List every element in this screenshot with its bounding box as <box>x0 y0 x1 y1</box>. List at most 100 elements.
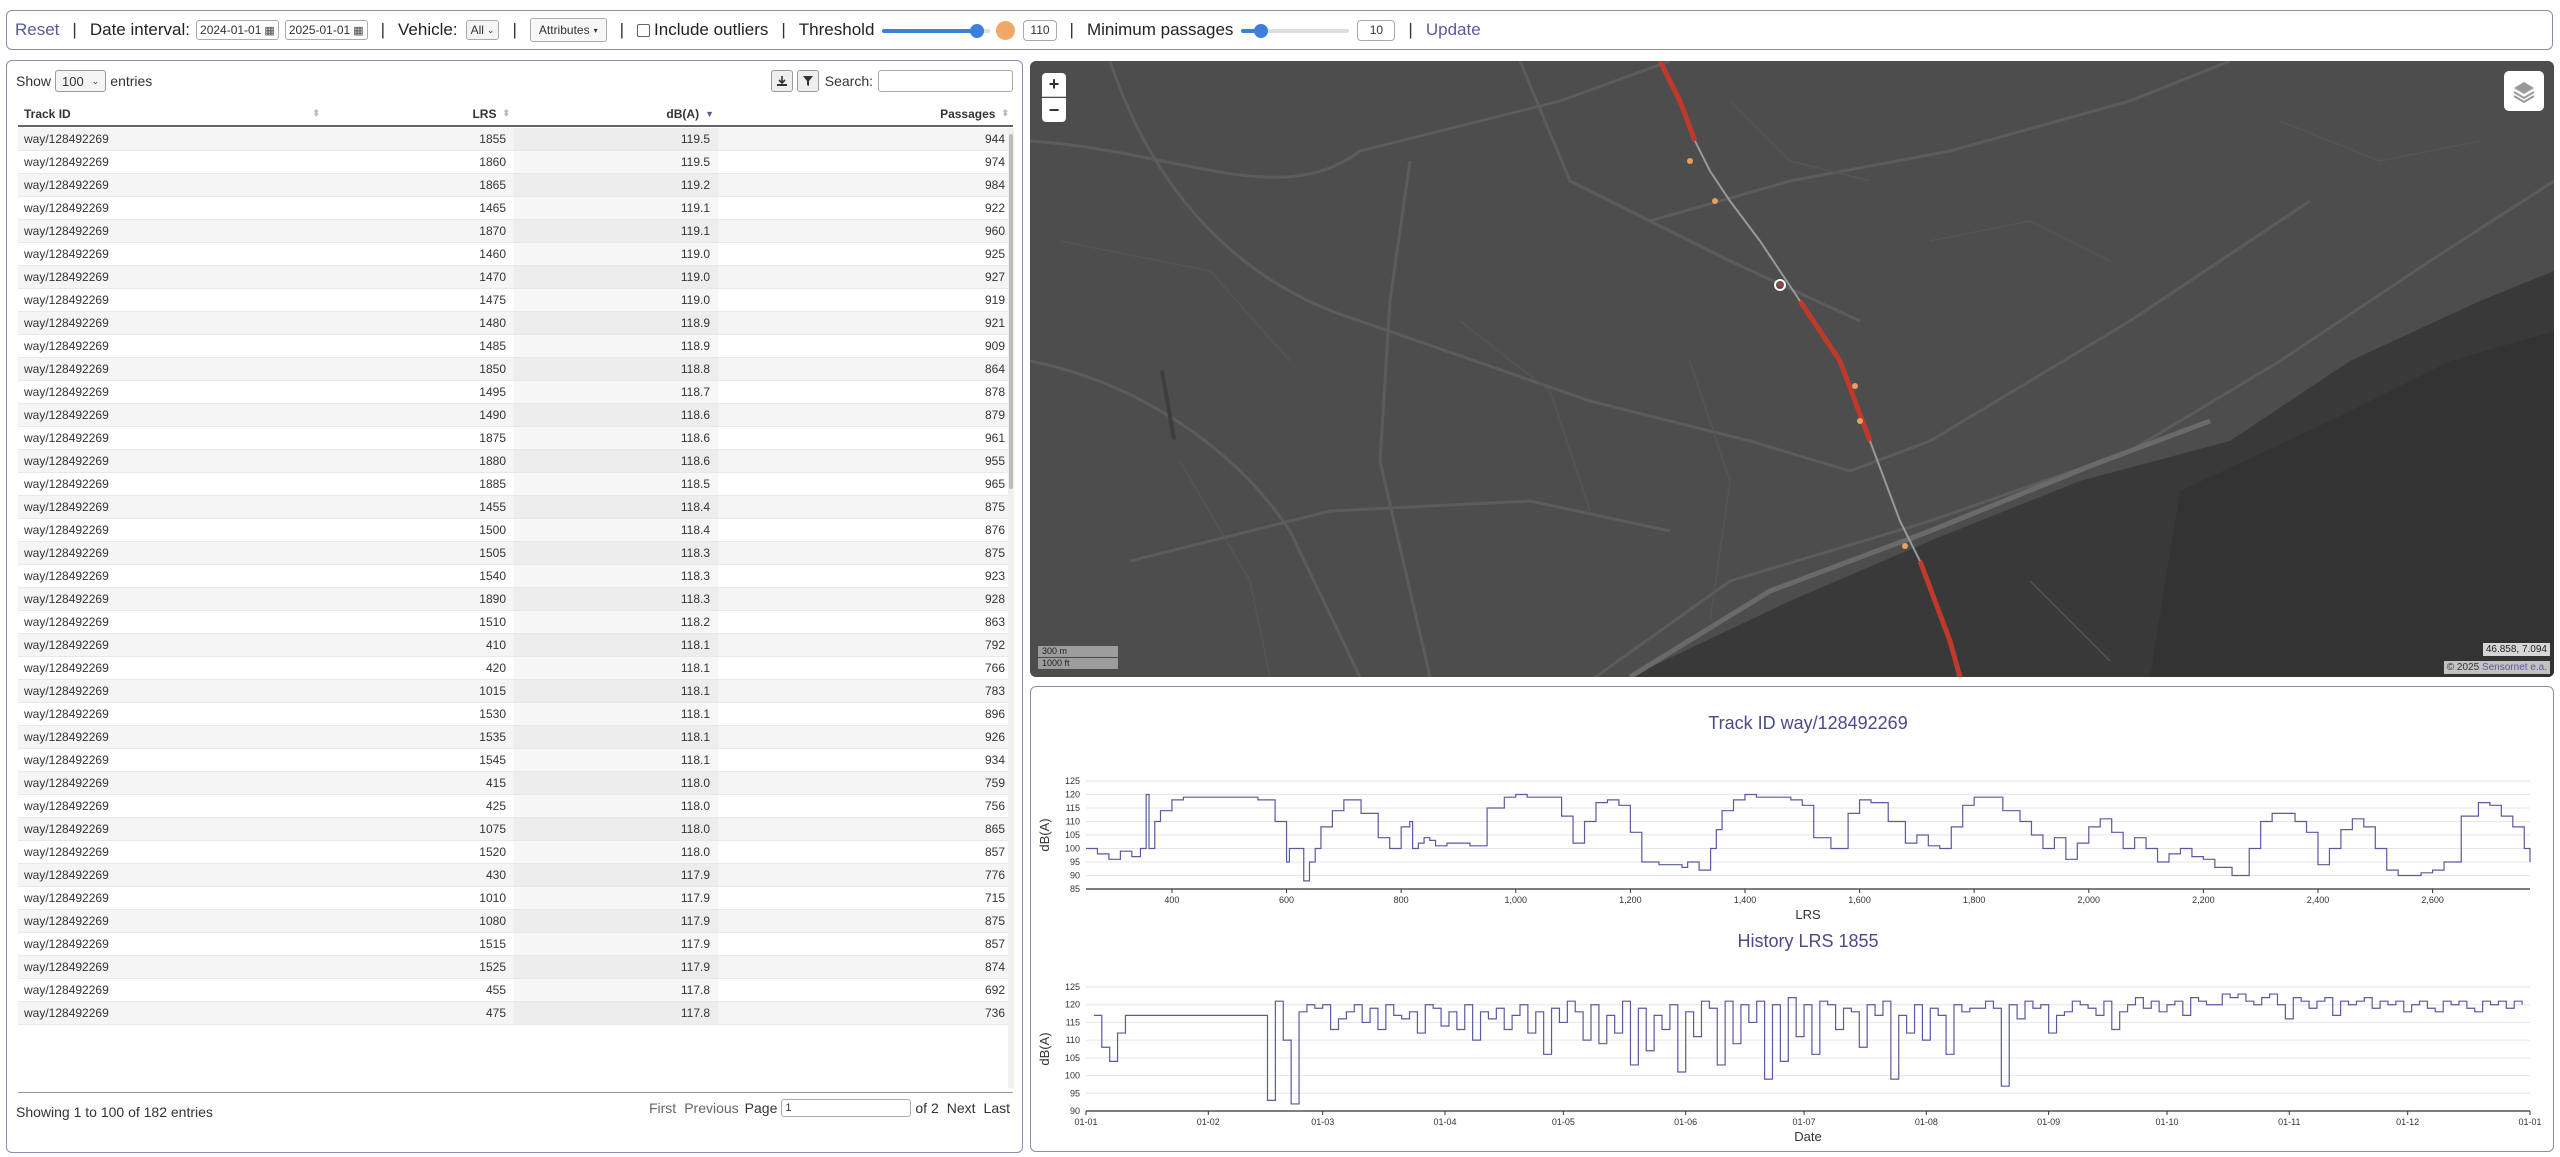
cell-lrs: 1540 <box>479 569 506 583</box>
table-row[interactable]: way/128492269 1480 118.9 921 <box>18 312 1013 335</box>
cell-passages: 766 <box>984 661 1005 675</box>
sort-icon: ⬍ <box>312 108 320 118</box>
table-row[interactable]: way/128492269 1470 119.0 927 <box>18 266 1013 289</box>
y-tick-label: 115 <box>1066 803 1080 813</box>
cell-passages: 876 <box>984 523 1005 537</box>
outliers-checkbox[interactable] <box>637 23 651 37</box>
previous-page-button[interactable]: Previous <box>684 1100 739 1116</box>
date-to-input[interactable]: 2025-01-01 ▦ <box>284 20 368 40</box>
table-row[interactable]: way/128492269 1465 119.1 922 <box>18 197 1013 220</box>
filter-button[interactable] <box>796 70 819 92</box>
page-input[interactable]: 1 <box>781 1099 912 1117</box>
track-marker[interactable] <box>1712 198 1718 204</box>
table-row[interactable]: way/128492269 1880 118.6 955 <box>18 450 1013 473</box>
table-row[interactable]: way/128492269 420 118.1 766 <box>18 657 1013 680</box>
table-row[interactable]: way/128492269 1080 117.9 875 <box>18 910 1013 933</box>
table-row[interactable]: way/128492269 1865 119.2 984 <box>18 174 1013 197</box>
table-row[interactable]: way/128492269 1535 118.1 926 <box>18 726 1013 749</box>
selected-point-marker[interactable] <box>1774 279 1786 291</box>
map-canvas[interactable] <box>1030 61 2554 677</box>
scale-bar: 300 m 1000 ft <box>1038 645 1118 669</box>
table-row[interactable]: way/128492269 1875 118.6 961 <box>18 427 1013 450</box>
slider-knob[interactable] <box>1253 24 1268 38</box>
cell-passages: 974 <box>984 155 1005 169</box>
table-row[interactable]: way/128492269 1545 118.1 934 <box>18 749 1013 772</box>
column-dba[interactable]: dB(A) ▼ <box>514 102 718 125</box>
slider-knob[interactable] <box>970 24 985 38</box>
table-row[interactable]: way/128492269 1075 118.0 865 <box>18 818 1013 841</box>
zoom-out-button[interactable]: − <box>1042 98 1066 122</box>
next-page-button[interactable]: Next <box>946 1100 976 1116</box>
date-from-input[interactable]: 2024-01-01 ▦ <box>196 20 279 40</box>
table-row[interactable]: way/128492269 1890 118.3 928 <box>18 588 1013 611</box>
track-marker[interactable] <box>1857 418 1863 424</box>
track-marker[interactable] <box>1902 543 1908 549</box>
calendar-icon[interactable]: ▦ <box>353 24 364 37</box>
table-row[interactable]: way/128492269 455 117.8 692 <box>18 979 1013 1002</box>
reset-link[interactable]: Reset <box>15 20 60 39</box>
map[interactable]: + − 300 m 1000 ft 46.858, 7.094 © 2025 S… <box>1030 61 2554 677</box>
table-row[interactable]: way/128492269 1850 118.8 864 <box>18 358 1013 381</box>
column-lrs[interactable]: LRS ⬍ <box>324 102 514 125</box>
table-row[interactable]: way/128492269 1540 118.3 923 <box>18 565 1013 588</box>
column-track-id[interactable]: Track ID ⬍ <box>18 102 324 125</box>
update-link[interactable]: Update <box>1425 20 1481 39</box>
x-tick-label: 2,600 <box>2421 895 2444 905</box>
threshold-slider[interactable] <box>882 20 991 40</box>
table-row[interactable]: way/128492269 1500 118.4 876 <box>18 519 1013 542</box>
roads <box>1030 61 2554 677</box>
download-button[interactable] <box>770 70 793 92</box>
track-hotspot-segment[interactable] <box>1657 61 1698 142</box>
threshold-input[interactable]: 110 <box>1023 19 1057 41</box>
cell-dba: 119.2 <box>514 174 718 196</box>
table-row[interactable]: way/128492269 1530 118.1 896 <box>18 703 1013 726</box>
scrollbar-thumb[interactable] <box>1009 134 1013 489</box>
last-page-button[interactable]: Last <box>983 1100 1010 1116</box>
table-row[interactable]: way/128492269 415 118.0 759 <box>18 772 1013 795</box>
search-input[interactable] <box>878 70 1013 92</box>
table-row[interactable]: way/128492269 1870 119.1 960 <box>18 220 1013 243</box>
cell-track-id: way/128492269 <box>24 339 109 353</box>
table-row[interactable]: way/128492269 1885 118.5 965 <box>18 473 1013 496</box>
attribution-link[interactable]: Sensornet e.a. <box>2481 662 2547 673</box>
table-row[interactable]: way/128492269 1455 118.4 875 <box>18 496 1013 519</box>
track-hotspot-segment[interactable] <box>1797 299 1843 363</box>
track-hotspot-segment[interactable] <box>1917 560 1938 602</box>
table-row[interactable]: way/128492269 1505 118.3 875 <box>18 542 1013 565</box>
calendar-icon[interactable]: ▦ <box>264 24 275 37</box>
track-hotspot-segment[interactable] <box>1932 600 1963 677</box>
table-row[interactable]: way/128492269 1485 118.9 909 <box>18 335 1013 358</box>
table-row[interactable]: way/128492269 1510 118.2 863 <box>18 611 1013 634</box>
first-page-button[interactable]: First <box>648 1100 677 1116</box>
table-row[interactable]: way/128492269 1475 119.0 919 <box>18 289 1013 312</box>
page-label: Page <box>744 1100 778 1116</box>
table-row[interactable]: way/128492269 425 118.0 756 <box>18 795 1013 818</box>
min-passages-input[interactable]: 10 <box>1357 19 1396 41</box>
column-passages[interactable]: Passages ⬍ <box>718 102 1013 125</box>
table-row[interactable]: way/128492269 1515 117.9 857 <box>18 933 1013 956</box>
x-tick-label: 2,000 <box>2078 895 2101 905</box>
table-row[interactable]: way/128492269 1860 119.5 974 <box>18 151 1013 174</box>
table-row[interactable]: way/128492269 1010 117.9 715 <box>18 887 1013 910</box>
zoom-in-button[interactable]: + <box>1042 73 1066 97</box>
track-marker[interactable] <box>1687 158 1693 164</box>
track-hotspot-segment[interactable] <box>1837 360 1858 402</box>
table-scrollbar[interactable] <box>1008 128 1014 1088</box>
table-row[interactable]: way/128492269 410 118.1 792 <box>18 634 1013 657</box>
table-row[interactable]: way/128492269 1855 119.5 944 <box>18 128 1013 151</box>
table-row[interactable]: way/128492269 475 117.8 736 <box>18 1002 1013 1025</box>
table-row[interactable]: way/128492269 1460 119.0 925 <box>18 243 1013 266</box>
table-row[interactable]: way/128492269 1520 118.0 857 <box>18 841 1013 864</box>
layers-button[interactable] <box>2504 71 2544 111</box>
table-row[interactable]: way/128492269 1015 118.1 783 <box>18 680 1013 703</box>
table-row[interactable]: way/128492269 1490 118.6 879 <box>18 404 1013 427</box>
min-passages-slider[interactable] <box>1241 20 1350 40</box>
cell-passages: 715 <box>984 891 1005 905</box>
table-row[interactable]: way/128492269 1525 117.9 874 <box>18 956 1013 979</box>
track-marker[interactable] <box>1852 383 1858 389</box>
table-row[interactable]: way/128492269 430 117.9 776 <box>18 864 1013 887</box>
attributes-dropdown[interactable]: Attributes ▾ <box>529 18 607 42</box>
entries-select[interactable]: 100 ⌄ <box>55 70 107 92</box>
table-row[interactable]: way/128492269 1495 118.7 878 <box>18 381 1013 404</box>
vehicle-select[interactable]: All ⌄ <box>465 20 500 40</box>
